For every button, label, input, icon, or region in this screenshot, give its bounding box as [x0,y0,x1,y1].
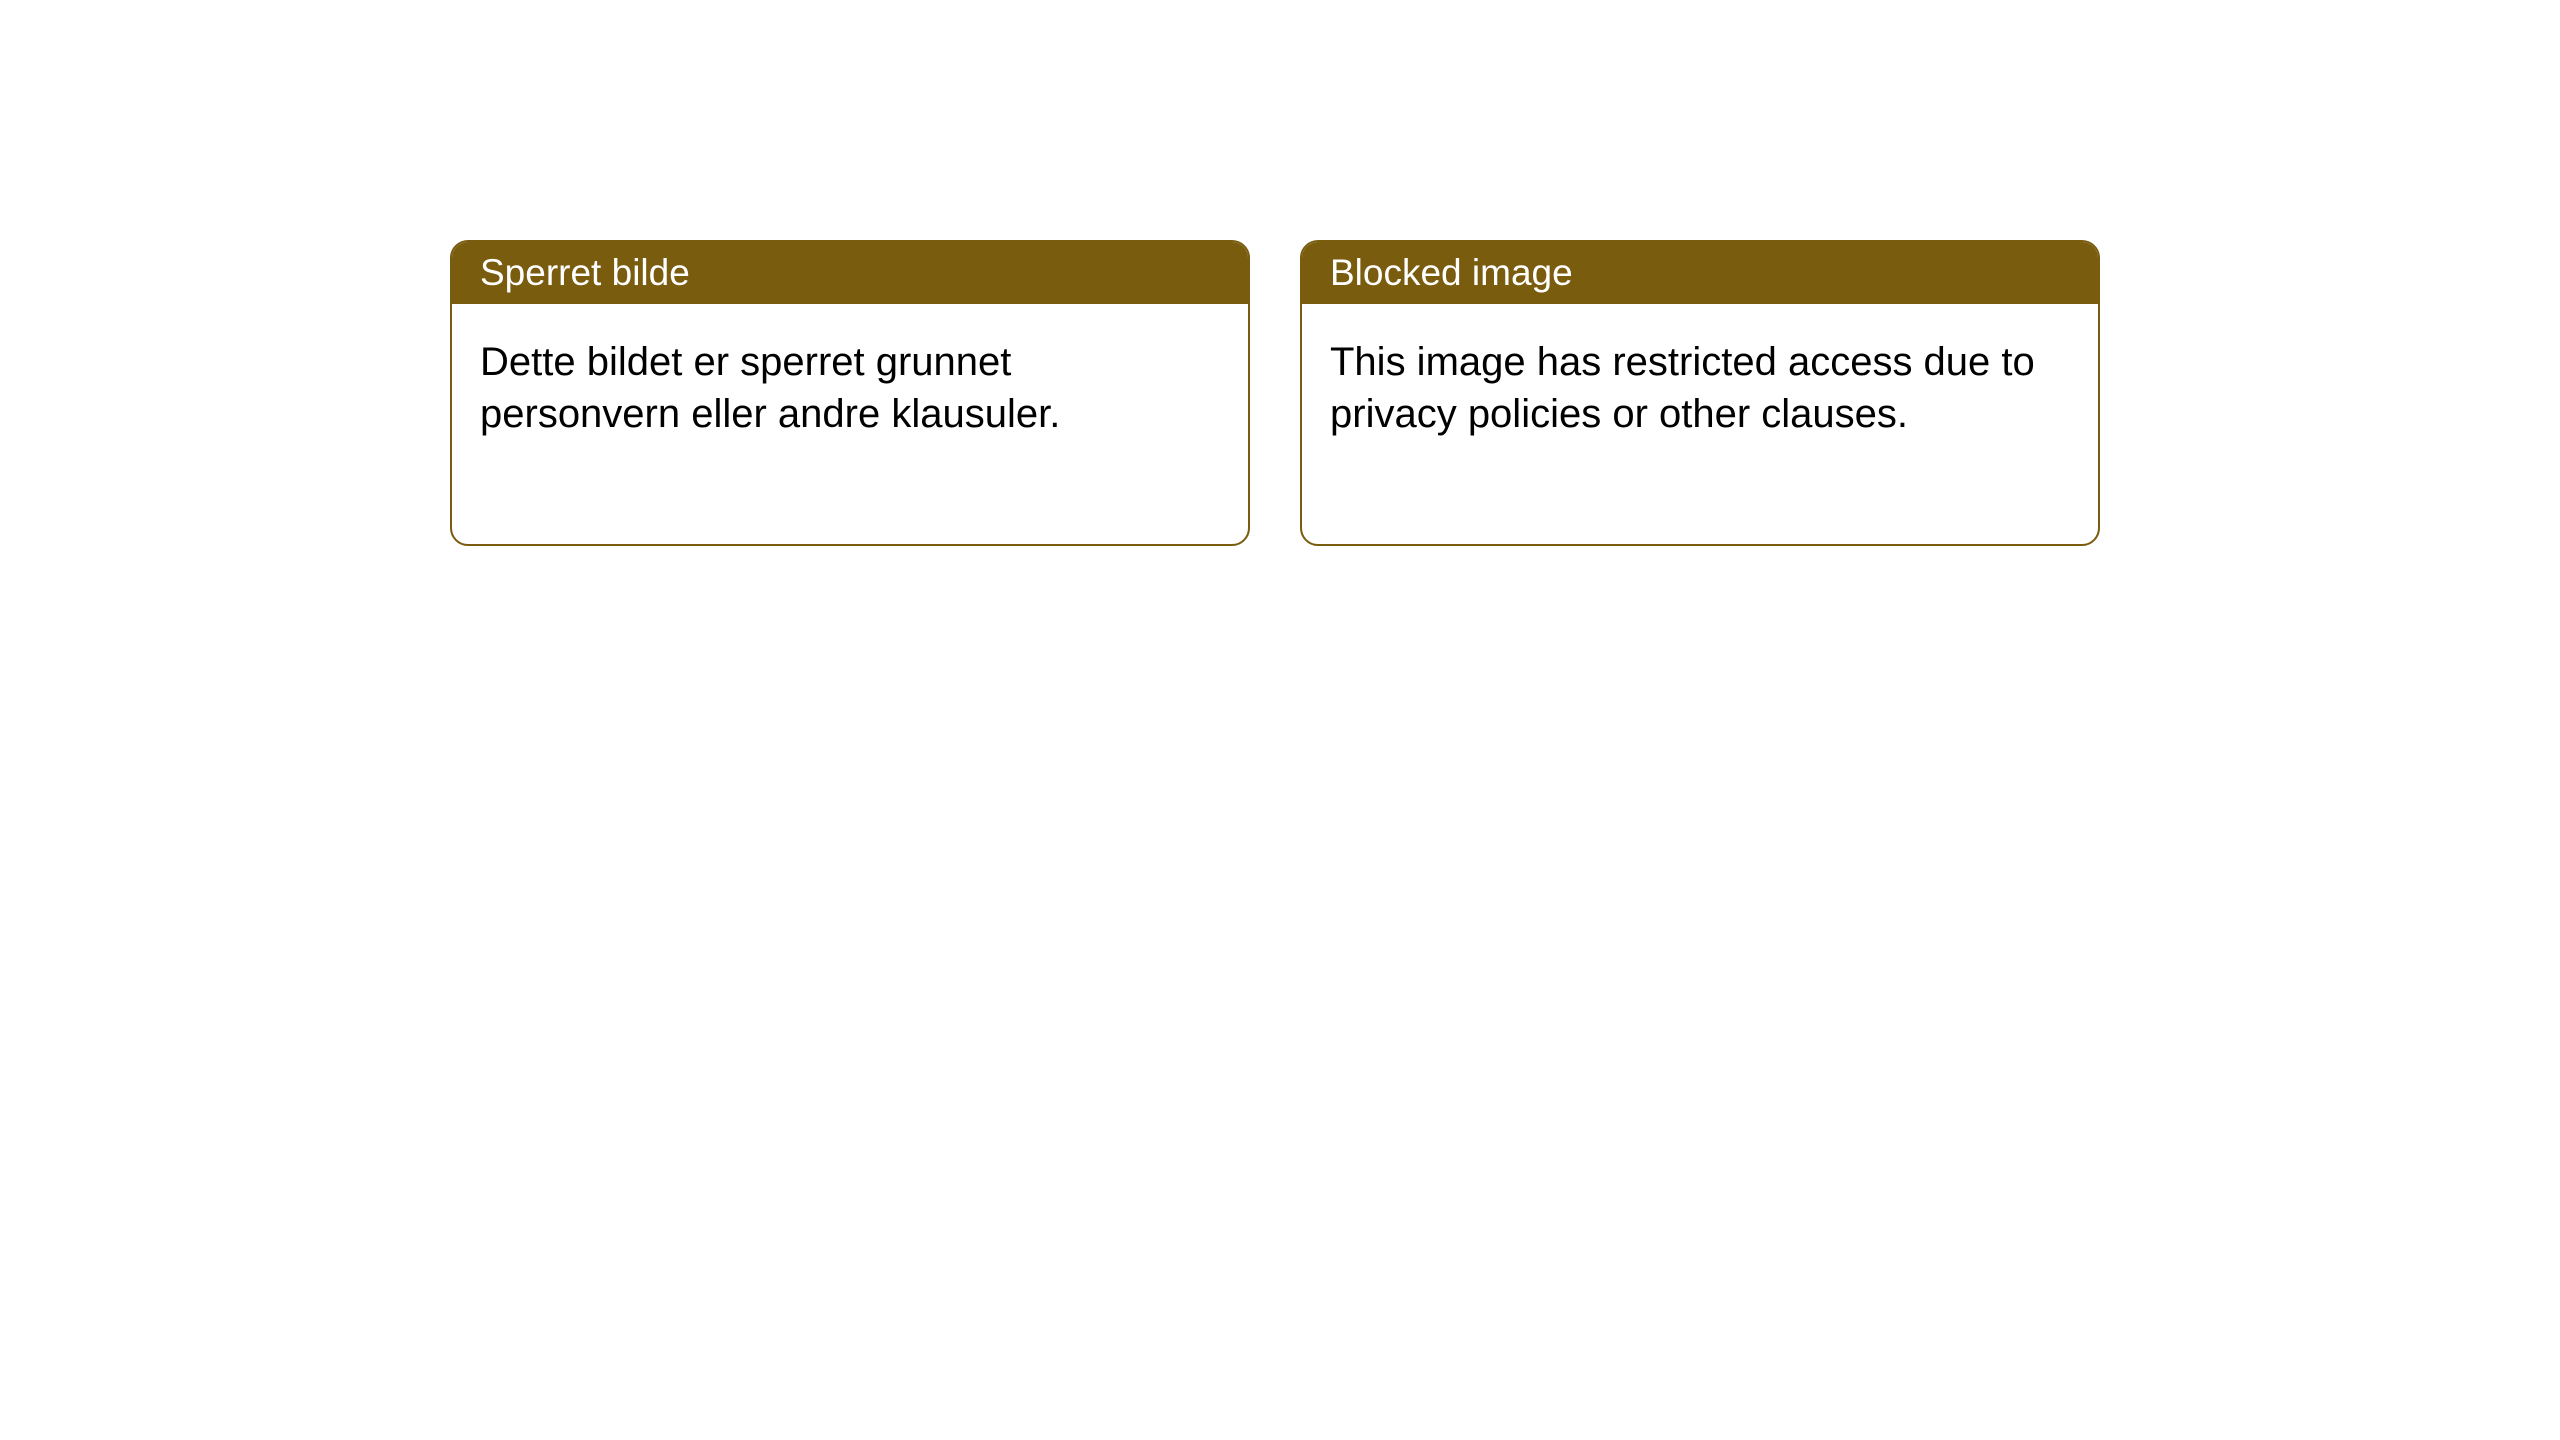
notice-title: Sperret bilde [480,252,690,293]
notice-header: Blocked image [1302,242,2098,304]
notice-container: Sperret bilde Dette bildet er sperret gr… [0,0,2560,546]
notice-message: This image has restricted access due to … [1330,340,2035,436]
notice-body: This image has restricted access due to … [1302,304,2098,544]
notice-title: Blocked image [1330,252,1573,293]
notice-message: Dette bildet er sperret grunnet personve… [480,340,1060,436]
notice-body: Dette bildet er sperret grunnet personve… [452,304,1248,544]
notice-header: Sperret bilde [452,242,1248,304]
notice-card-english: Blocked image This image has restricted … [1300,240,2100,546]
notice-card-norwegian: Sperret bilde Dette bildet er sperret gr… [450,240,1250,546]
